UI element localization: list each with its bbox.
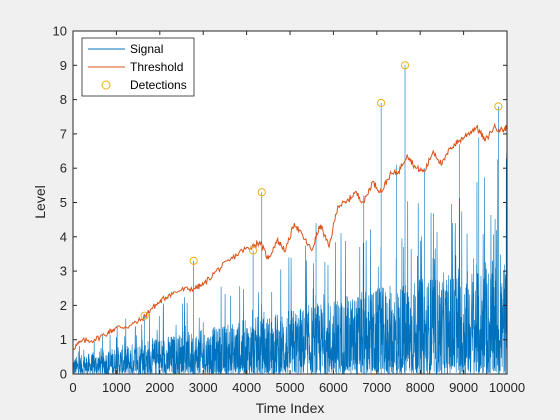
x-tick-label: 1000 — [102, 380, 131, 395]
x-tick-label: 2000 — [145, 380, 174, 395]
x-tick-label: 4000 — [232, 380, 261, 395]
signal-series — [72, 65, 508, 376]
x-tick-label: 6000 — [319, 380, 348, 395]
detection-marker — [249, 246, 258, 255]
legend-detections-swatch — [101, 80, 111, 90]
legend-threshold-label: Threshold — [130, 60, 183, 74]
x-tick-label: 0 — [69, 380, 76, 395]
legend: Signal Threshold Detections — [81, 37, 195, 97]
y-tick-label: 3 — [60, 264, 67, 279]
signal-line — [72, 65, 508, 376]
x-tick-label: 3000 — [189, 380, 218, 395]
x-axis-label: Time Index — [256, 400, 325, 416]
detections-series — [140, 61, 503, 320]
y-tick-label: 0 — [60, 367, 67, 382]
y-tick-label: 1 — [60, 332, 67, 347]
y-tick-label: 6 — [60, 161, 67, 176]
x-tick-label: 10000 — [489, 380, 525, 395]
x-tick-label: 5000 — [276, 380, 305, 395]
detection-marker — [257, 188, 266, 197]
x-tick-label: 9000 — [449, 380, 478, 395]
y-tick-label: 7 — [60, 126, 67, 141]
threshold-line — [72, 122, 508, 350]
x-axis: 0 1000 2000 3000 4000 5000 6000 7000 8000 9000 100… — [69, 31, 525, 395]
y-tick-label: 2 — [60, 298, 67, 313]
legend-detections-label: Detections — [130, 78, 187, 92]
x-tick-label: 8000 — [406, 380, 435, 395]
y-tick-label: 5 — [60, 195, 67, 210]
y-axis-label: Level — [32, 185, 48, 218]
x-tick-label: 7000 — [362, 380, 391, 395]
threshold-series — [72, 122, 508, 350]
y-tick-label: 4 — [60, 229, 67, 244]
detection-marker — [377, 98, 386, 108]
detection-marker — [140, 311, 149, 320]
legend-signal-label: Signal — [130, 42, 163, 56]
detection-marker — [494, 102, 503, 111]
y-axis: 0 1 2 3 4 5 6 7 8 9 10 — [53, 24, 507, 382]
y-tick-label: 8 — [60, 92, 67, 107]
detection-marker — [189, 256, 198, 265]
y-tick-label: 10 — [53, 24, 67, 39]
detection-marker — [400, 61, 410, 70]
y-tick-label: 9 — [60, 58, 67, 73]
